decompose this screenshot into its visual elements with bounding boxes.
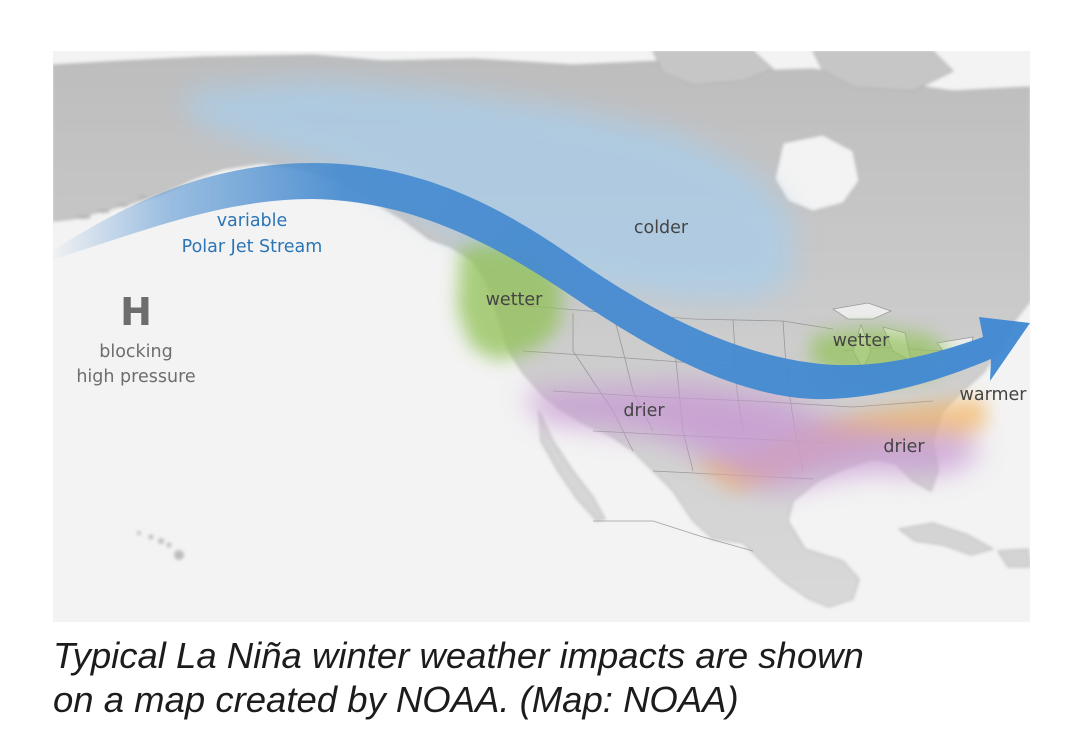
hispaniola (997, 548, 1030, 568)
jet-stream-label-line1: variable (217, 211, 288, 231)
caption-line-1: Typical La Niña winter weather impacts a… (53, 635, 864, 676)
colder-label: colder (634, 218, 689, 238)
caption-line-2: on a map created by NOAA. (Map: NOAA) (53, 679, 739, 720)
colder-region (183, 79, 793, 301)
polar-jet-stream-arrow (53, 163, 1030, 400)
warmer-label: warmer (960, 385, 1028, 405)
map-canvas: variable Polar Jet Stream H blocking hig… (53, 51, 1030, 622)
drier-west-label: drier (623, 401, 665, 421)
map-labels: variable Polar Jet Stream H blocking hig… (76, 211, 1027, 457)
baja-california (538, 410, 606, 522)
hudson-bay (774, 134, 860, 212)
hawaii-islands (137, 531, 184, 560)
wetter-west-label: wetter (486, 290, 544, 310)
wetter-east-label: wetter (833, 331, 891, 351)
high-pressure-symbol: H (120, 290, 152, 334)
cuba (898, 522, 995, 556)
high-pressure-label-line1: blocking (99, 342, 173, 362)
jet-stream-label-line2: Polar Jet Stream (182, 237, 323, 257)
high-pressure-label-line2: high pressure (76, 367, 195, 387)
map-caption: Typical La Niña winter weather impacts a… (53, 634, 1053, 722)
la-nina-impact-map: variable Polar Jet Stream H blocking hig… (53, 51, 1030, 622)
arctic-islands (652, 51, 954, 92)
drier-east-label: drier (883, 437, 925, 457)
aleutian-islands (75, 195, 149, 219)
drier-region (523, 383, 983, 491)
